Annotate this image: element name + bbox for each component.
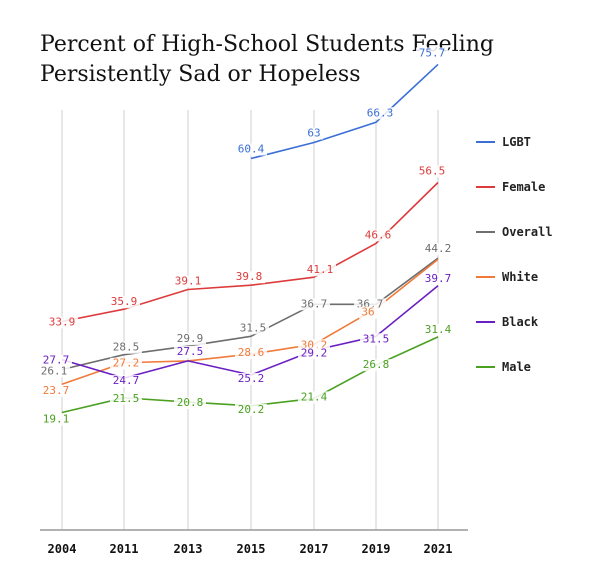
data-label-white: 28.6 — [238, 346, 265, 359]
data-label-male: 19.1 — [43, 413, 70, 426]
legend-label-female: Female — [502, 180, 545, 194]
data-label-background — [422, 272, 454, 285]
data-label-background — [174, 397, 206, 410]
data-label-background — [305, 127, 323, 140]
data-label-background — [40, 354, 72, 367]
data-label-male: 21.4 — [301, 390, 328, 403]
data-label-female: 33.9 — [49, 316, 76, 329]
data-label-background — [359, 306, 377, 319]
x-tick-label: 2021 — [424, 542, 453, 556]
data-label-background — [364, 107, 396, 120]
chart-title-line-2: Persistently Sad or Hopeless — [40, 62, 361, 87]
data-label-lgbt: 63 — [307, 127, 320, 140]
data-label-female: 35.9 — [111, 295, 138, 308]
data-label-background — [235, 373, 267, 386]
data-label-background — [174, 345, 206, 358]
data-label-background — [237, 322, 269, 335]
data-label-background — [40, 385, 72, 398]
data-label-overall: 28.5 — [113, 341, 140, 354]
data-label-background — [235, 403, 267, 416]
data-label-background — [235, 347, 267, 360]
legend-label-lgbt: LGBT — [502, 135, 531, 149]
data-label-background — [110, 392, 142, 405]
data-label-overall: 31.5 — [240, 321, 267, 334]
data-label-background — [360, 333, 392, 346]
data-label-background — [360, 359, 392, 372]
data-label-white: 36 — [361, 306, 374, 319]
series-line-lgbt — [250, 63, 439, 160]
data-label-overall: 44.2 — [425, 242, 452, 255]
data-label-black: 29.2 — [301, 346, 328, 359]
data-label-lgbt: 66.3 — [367, 106, 394, 119]
gridlines — [61, 110, 439, 530]
data-label-background — [298, 347, 330, 360]
data-label-background — [304, 264, 336, 277]
data-label-background — [172, 275, 204, 288]
data-label-background — [298, 298, 330, 311]
data-label-lgbt: 60.4 — [238, 143, 265, 156]
data-label-background — [108, 296, 140, 309]
data-label-background — [110, 375, 142, 388]
legend-label-overall: Overall — [502, 225, 553, 239]
data-label-black: 31.5 — [363, 332, 390, 345]
data-label-male: 21.5 — [113, 392, 140, 405]
legend-label-white: White — [502, 270, 538, 284]
data-label-white: 27.2 — [113, 357, 140, 370]
x-tick-label: 2011 — [110, 542, 139, 556]
data-label-black: 24.7 — [113, 374, 140, 387]
data-label-background — [416, 47, 448, 60]
data-label-background — [416, 165, 448, 178]
data-label-lgbt: 75.7 — [419, 46, 446, 59]
data-label-black: 25.2 — [238, 372, 265, 385]
data-label-black: 27.7 — [43, 354, 70, 367]
x-tick-label: 2019 — [362, 542, 391, 556]
data-label-female: 41.1 — [307, 263, 334, 276]
data-label-female: 56.5 — [419, 165, 446, 178]
legend-label-black: Black — [502, 315, 539, 329]
data-label-background — [46, 316, 78, 329]
data-label-background — [235, 143, 267, 156]
data-label-male: 26.8 — [363, 358, 390, 371]
data-label-male: 20.8 — [177, 396, 204, 409]
data-label-male: 20.2 — [238, 403, 265, 416]
x-tick-label: 2017 — [300, 542, 329, 556]
x-axis-ticks: 2004 2011 2013 2015 2017 2019 2021 — [48, 542, 453, 556]
chart-title: Percent of High-School Students Feeling … — [40, 30, 560, 90]
data-label-background — [40, 413, 72, 426]
data-label-background — [38, 365, 70, 378]
data-label-background — [233, 271, 265, 284]
data-label-black: 27.5 — [177, 345, 204, 358]
data-label-overall: 29.9 — [177, 332, 204, 345]
series-line-female — [61, 181, 439, 323]
data-label-overall: 26.1 — [41, 364, 68, 377]
legend: LGBT Female Overall White Black Male — [476, 135, 553, 374]
data-label-female: 46.6 — [365, 228, 392, 241]
data-label-background — [422, 243, 454, 256]
data-label-background — [422, 323, 454, 336]
data-label-female: 39.8 — [236, 270, 263, 283]
data-labels: 60.4 63 66.3 75.7 33.9 35.9 39.1 39.8 41.1 46.6 56… — [38, 46, 454, 426]
data-label-background — [110, 341, 142, 354]
data-label-background — [174, 333, 206, 346]
x-tick-label: 2004 — [48, 542, 77, 556]
x-tick-label: 2015 — [237, 542, 266, 556]
data-label-female: 39.1 — [175, 275, 202, 288]
data-label-male: 31.4 — [425, 323, 452, 336]
data-label-white: 23.7 — [43, 384, 70, 397]
data-label-overall: 36.7 — [301, 297, 328, 310]
data-label-background — [362, 229, 394, 242]
data-label-background — [298, 391, 330, 404]
legend-label-male: Male — [502, 360, 531, 374]
x-tick-label: 2013 — [174, 542, 203, 556]
data-label-background — [110, 357, 142, 370]
data-label-black: 39.7 — [425, 272, 452, 285]
